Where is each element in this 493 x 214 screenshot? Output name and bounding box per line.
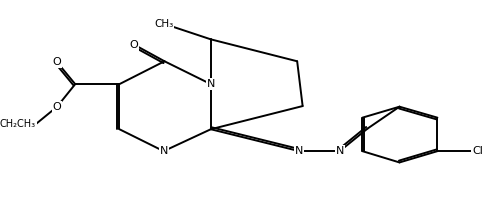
Text: N: N	[159, 146, 168, 156]
Text: N: N	[336, 146, 344, 156]
Text: CH₂CH₃: CH₂CH₃	[0, 119, 36, 129]
Text: O: O	[53, 57, 62, 67]
Text: O: O	[53, 102, 62, 112]
Text: N: N	[207, 79, 215, 89]
Text: N: N	[295, 146, 304, 156]
Text: CH₃: CH₃	[154, 19, 173, 29]
Text: Cl: Cl	[472, 146, 483, 156]
Text: O: O	[130, 40, 139, 50]
